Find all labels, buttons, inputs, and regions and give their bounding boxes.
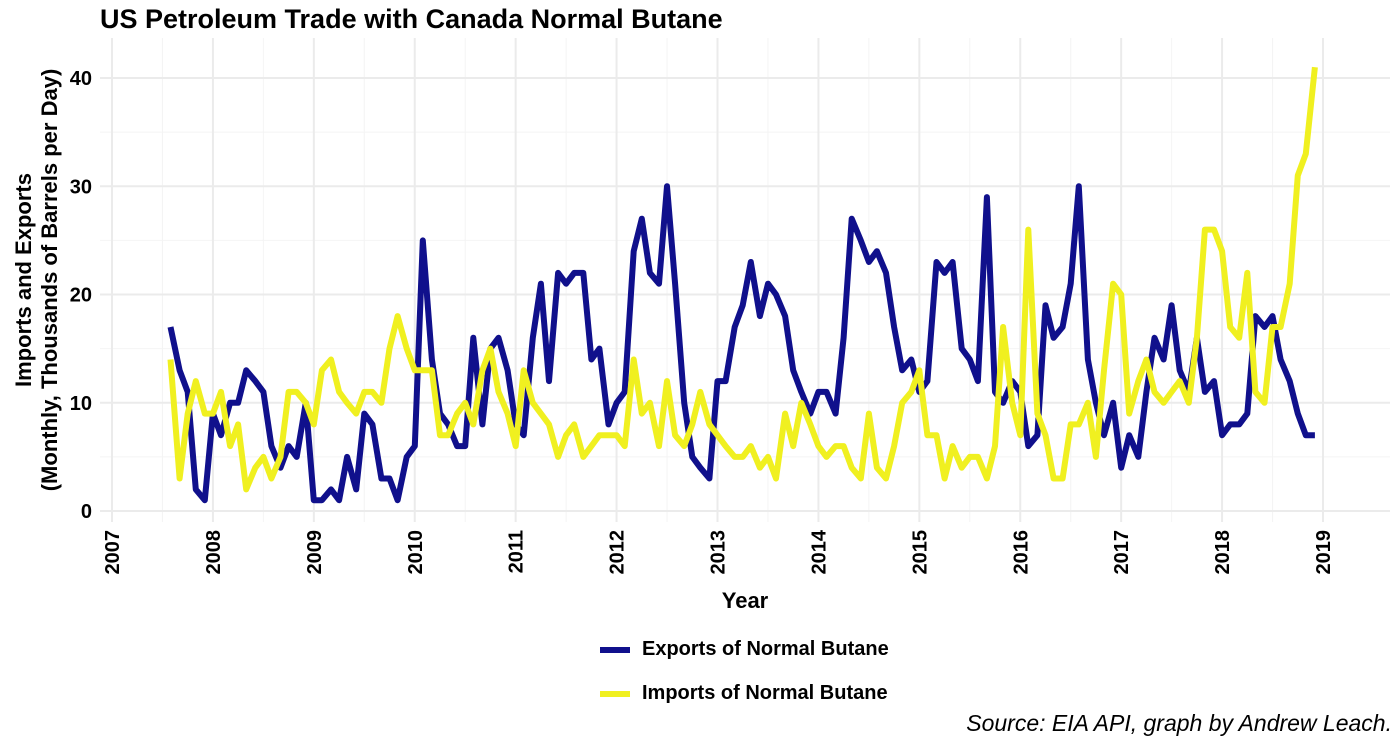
chart-title: US Petroleum Trade with Canada Normal Bu… [100, 4, 723, 34]
legend-item-imports: Imports of Normal Butane [600, 679, 1000, 709]
series-line-exports [167, 183, 1315, 504]
x-tick-label: 2014 [808, 529, 830, 574]
y-tick-label: 40 [70, 68, 92, 90]
x-tick-label: 2016 [1010, 530, 1032, 575]
y-tick-labels: 0 10 20 30 40 [70, 68, 92, 523]
y-axis-title-line-2: (Monthly, Thousands of Barrels per Day) [37, 69, 62, 492]
legend-item-exports: Exports of Normal Butane [600, 635, 1000, 665]
y-tick-label: 10 [70, 393, 92, 415]
x-tick-label: 2018 [1212, 530, 1234, 575]
x-tick-label: 2008 [203, 530, 225, 575]
x-tick-label: 2015 [909, 530, 931, 575]
legend-swatch-imports [600, 691, 630, 697]
x-tick-label: 2010 [405, 530, 427, 575]
x-tick-labels: 2007 2008 2009 2010 2011 2012 2013 2014 2015 2016… [102, 529, 1335, 574]
x-tick-label: 2009 [304, 530, 326, 575]
series-lines [167, 66, 1318, 504]
y-tick-label: 0 [81, 501, 92, 523]
x-tick-label: 2013 [708, 530, 730, 575]
x-tick-label: 2011 [506, 530, 528, 573]
legend-label-imports: Imports of Normal Butane [642, 682, 888, 704]
y-axis-title-line-1: Imports and Exports [11, 173, 36, 387]
y-tick-label: 20 [70, 285, 92, 307]
x-tick-label: 2019 [1313, 530, 1335, 575]
series-line-imports [167, 66, 1318, 493]
legend-label-exports: Exports of Normal Butane [642, 638, 889, 660]
x-tick-label: 2017 [1111, 530, 1133, 575]
y-tick-label: 30 [70, 176, 92, 198]
x-tick-label: 2012 [607, 530, 629, 575]
source-caption: Source: EIA API, graph by Andrew Leach. [966, 710, 1392, 736]
legend-swatch-exports [600, 647, 630, 653]
x-axis-title: Year [722, 588, 769, 613]
x-tick-label: 2007 [102, 530, 124, 575]
